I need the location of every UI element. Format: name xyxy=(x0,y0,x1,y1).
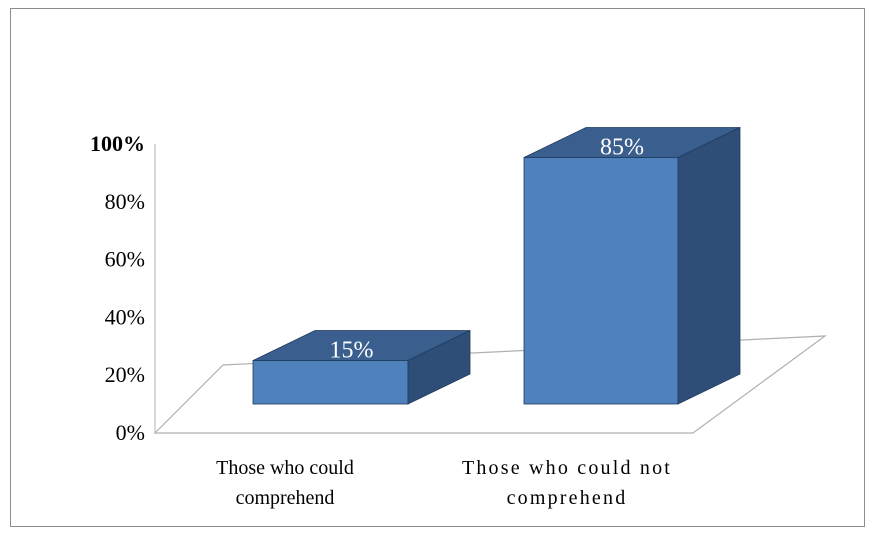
y-tick-label: 20% xyxy=(105,362,145,387)
x-category-label: comprehend xyxy=(236,487,335,509)
bar-side xyxy=(677,126,741,405)
y-tick-label: 100% xyxy=(90,131,145,156)
x-category-label: Those who could xyxy=(216,457,354,479)
y-tick-label: 80% xyxy=(105,189,145,214)
chart-floor xyxy=(153,335,827,434)
x-category-label: Those who could not xyxy=(462,457,672,479)
bar-side xyxy=(407,329,471,405)
x-category-label: comprehend xyxy=(507,487,628,509)
y-tick-label: 60% xyxy=(105,247,145,272)
data-label: 85% xyxy=(600,135,644,161)
data-label: 15% xyxy=(330,338,374,364)
y-tick-label: 40% xyxy=(105,304,145,329)
bar-front xyxy=(252,360,409,405)
y-tick-label: 0% xyxy=(116,420,145,445)
bar-front xyxy=(523,157,679,405)
